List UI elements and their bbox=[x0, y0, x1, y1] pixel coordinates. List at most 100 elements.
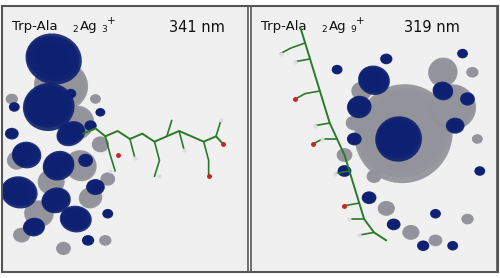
Ellipse shape bbox=[386, 128, 404, 144]
Ellipse shape bbox=[332, 65, 342, 74]
Ellipse shape bbox=[430, 209, 440, 218]
Ellipse shape bbox=[60, 207, 90, 230]
Ellipse shape bbox=[88, 181, 102, 193]
Ellipse shape bbox=[381, 55, 391, 63]
Ellipse shape bbox=[380, 203, 392, 213]
Ellipse shape bbox=[402, 225, 419, 239]
Ellipse shape bbox=[338, 165, 351, 177]
Ellipse shape bbox=[406, 228, 414, 235]
Ellipse shape bbox=[352, 82, 372, 100]
Ellipse shape bbox=[80, 156, 90, 163]
Ellipse shape bbox=[366, 98, 434, 162]
Ellipse shape bbox=[7, 95, 16, 102]
Ellipse shape bbox=[458, 49, 468, 58]
Ellipse shape bbox=[100, 173, 114, 185]
Ellipse shape bbox=[420, 243, 424, 247]
Ellipse shape bbox=[45, 154, 71, 176]
Ellipse shape bbox=[431, 237, 438, 242]
Ellipse shape bbox=[8, 152, 26, 168]
Ellipse shape bbox=[24, 200, 54, 227]
Ellipse shape bbox=[7, 130, 16, 136]
Ellipse shape bbox=[383, 56, 388, 60]
Ellipse shape bbox=[380, 54, 392, 63]
Ellipse shape bbox=[475, 167, 484, 174]
Ellipse shape bbox=[96, 109, 104, 115]
Text: +: + bbox=[108, 16, 116, 26]
Ellipse shape bbox=[8, 153, 25, 167]
Ellipse shape bbox=[464, 96, 469, 100]
Ellipse shape bbox=[354, 84, 452, 183]
Ellipse shape bbox=[64, 210, 84, 225]
Ellipse shape bbox=[380, 54, 392, 64]
Ellipse shape bbox=[332, 66, 342, 73]
Ellipse shape bbox=[80, 189, 100, 206]
Ellipse shape bbox=[30, 206, 44, 218]
Ellipse shape bbox=[36, 106, 47, 115]
Ellipse shape bbox=[349, 135, 358, 142]
Ellipse shape bbox=[378, 201, 395, 216]
Ellipse shape bbox=[89, 182, 101, 191]
Ellipse shape bbox=[10, 155, 20, 163]
Ellipse shape bbox=[1, 176, 38, 208]
Ellipse shape bbox=[472, 135, 482, 143]
Ellipse shape bbox=[102, 209, 113, 219]
Ellipse shape bbox=[403, 226, 418, 238]
Ellipse shape bbox=[373, 106, 422, 151]
Ellipse shape bbox=[34, 95, 55, 112]
Ellipse shape bbox=[40, 172, 60, 189]
Ellipse shape bbox=[83, 192, 95, 201]
Ellipse shape bbox=[390, 222, 396, 226]
Ellipse shape bbox=[368, 171, 380, 182]
Ellipse shape bbox=[348, 118, 360, 127]
Ellipse shape bbox=[348, 134, 360, 143]
Ellipse shape bbox=[7, 151, 26, 170]
Text: 2: 2 bbox=[321, 25, 326, 34]
Ellipse shape bbox=[13, 228, 30, 242]
Ellipse shape bbox=[432, 211, 438, 216]
Ellipse shape bbox=[39, 171, 62, 192]
Ellipse shape bbox=[348, 133, 361, 145]
Ellipse shape bbox=[6, 94, 18, 104]
Ellipse shape bbox=[58, 122, 84, 145]
Ellipse shape bbox=[418, 242, 428, 249]
Ellipse shape bbox=[462, 214, 473, 224]
Ellipse shape bbox=[14, 229, 29, 241]
Ellipse shape bbox=[477, 169, 481, 172]
Ellipse shape bbox=[447, 119, 462, 131]
Ellipse shape bbox=[472, 135, 482, 143]
Ellipse shape bbox=[95, 140, 104, 147]
Ellipse shape bbox=[66, 151, 96, 179]
Ellipse shape bbox=[368, 172, 378, 180]
Ellipse shape bbox=[42, 151, 74, 180]
Ellipse shape bbox=[46, 192, 64, 206]
Ellipse shape bbox=[350, 100, 366, 112]
Ellipse shape bbox=[60, 206, 92, 232]
Ellipse shape bbox=[449, 243, 456, 248]
Ellipse shape bbox=[100, 235, 111, 245]
Ellipse shape bbox=[388, 220, 399, 229]
Ellipse shape bbox=[78, 154, 93, 167]
Ellipse shape bbox=[63, 128, 74, 136]
Ellipse shape bbox=[87, 123, 92, 127]
Ellipse shape bbox=[432, 62, 452, 81]
Ellipse shape bbox=[103, 210, 112, 217]
Ellipse shape bbox=[58, 107, 93, 138]
Ellipse shape bbox=[90, 95, 100, 103]
Ellipse shape bbox=[43, 175, 57, 186]
Ellipse shape bbox=[83, 236, 93, 244]
Ellipse shape bbox=[94, 138, 106, 149]
Ellipse shape bbox=[16, 231, 25, 238]
Ellipse shape bbox=[10, 103, 18, 110]
Ellipse shape bbox=[99, 235, 112, 246]
Ellipse shape bbox=[28, 204, 48, 222]
Ellipse shape bbox=[104, 211, 110, 216]
Ellipse shape bbox=[79, 187, 102, 208]
Ellipse shape bbox=[346, 116, 362, 130]
Ellipse shape bbox=[16, 147, 34, 161]
Ellipse shape bbox=[42, 189, 70, 212]
Ellipse shape bbox=[362, 192, 376, 203]
Ellipse shape bbox=[62, 208, 88, 229]
Ellipse shape bbox=[24, 85, 72, 128]
Ellipse shape bbox=[364, 193, 373, 201]
Text: +: + bbox=[356, 16, 365, 26]
